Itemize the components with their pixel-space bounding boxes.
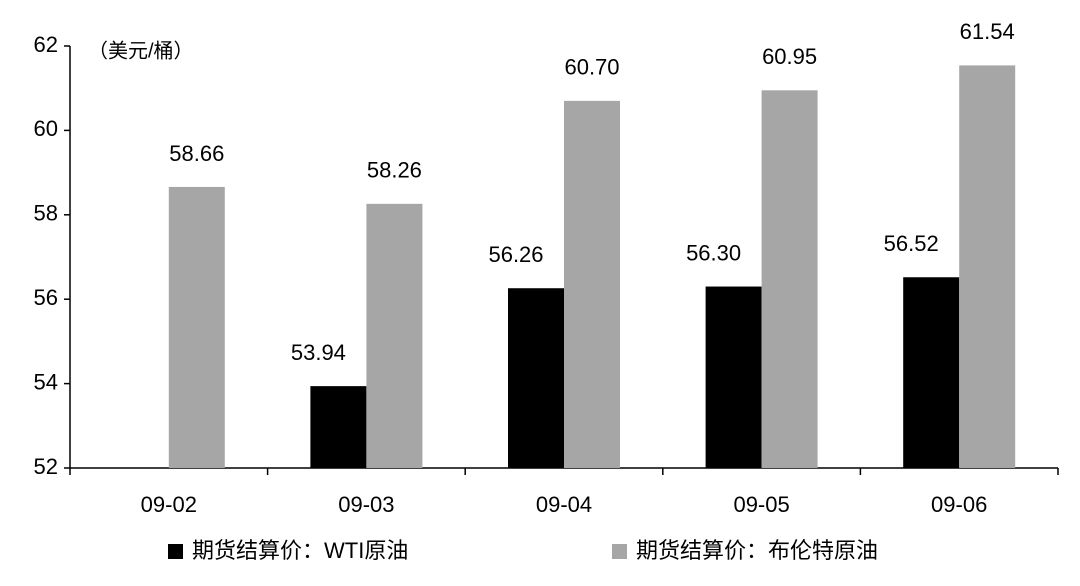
data-label: 61.54 bbox=[960, 19, 1015, 44]
legend-swatch bbox=[612, 544, 627, 559]
x-tick-label: 09-03 bbox=[338, 492, 394, 517]
y-tick-label: 54 bbox=[34, 369, 58, 394]
legend-label: 期货结算价：WTI原油 bbox=[192, 538, 408, 563]
data-label: 60.70 bbox=[564, 55, 619, 80]
data-label: 53.94 bbox=[291, 340, 346, 365]
bar bbox=[366, 203, 423, 468]
legend-label: 期货结算价：布伦特原油 bbox=[636, 538, 878, 563]
bar bbox=[903, 277, 960, 468]
data-label: 58.26 bbox=[367, 158, 422, 183]
bar bbox=[310, 386, 367, 468]
data-label: 56.52 bbox=[884, 231, 939, 256]
x-tick-label: 09-04 bbox=[536, 492, 592, 517]
y-tick-label: 52 bbox=[34, 454, 58, 479]
x-tick-label: 09-05 bbox=[733, 492, 789, 517]
data-label: 60.95 bbox=[762, 44, 817, 69]
legend-swatch bbox=[168, 544, 183, 559]
bar bbox=[168, 186, 225, 468]
bar bbox=[761, 90, 818, 468]
bar bbox=[564, 100, 620, 469]
y-tick-label: 60 bbox=[34, 116, 58, 141]
y-tick-label: 58 bbox=[34, 201, 58, 226]
y-tick-label: 62 bbox=[34, 32, 58, 57]
data-label: 56.30 bbox=[686, 240, 741, 265]
y-tick-label: 56 bbox=[34, 285, 58, 310]
x-tick-label: 09-02 bbox=[141, 492, 197, 517]
data-label: 56.26 bbox=[488, 242, 543, 267]
bar bbox=[959, 65, 1016, 469]
unit-note: （美元/桶） bbox=[88, 39, 194, 62]
bar bbox=[508, 288, 564, 468]
bar bbox=[705, 286, 762, 468]
x-tick-label: 09-06 bbox=[931, 492, 987, 517]
data-label: 58.66 bbox=[169, 141, 224, 166]
